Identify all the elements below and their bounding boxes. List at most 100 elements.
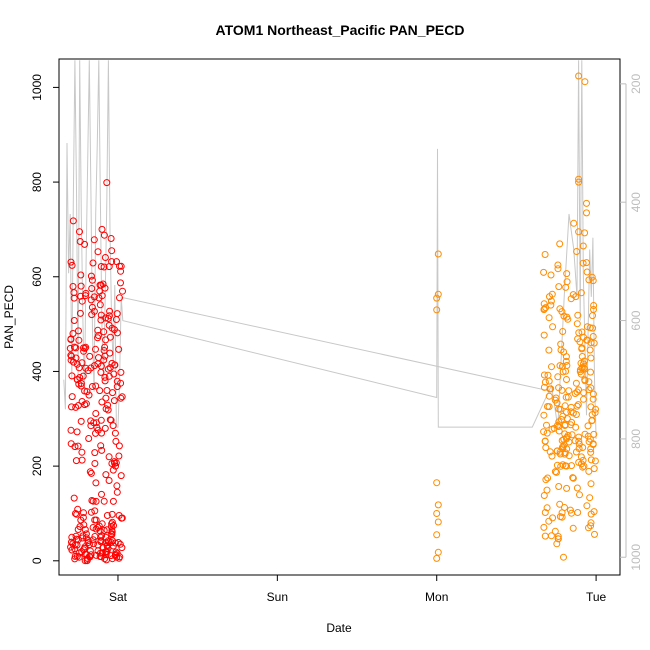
data-point xyxy=(100,231,108,239)
data-point xyxy=(578,328,586,336)
data-point xyxy=(560,553,567,561)
data-point xyxy=(104,537,112,545)
data-point xyxy=(575,175,583,183)
data-point xyxy=(86,547,94,555)
data-point xyxy=(546,293,553,301)
data-point xyxy=(85,435,93,442)
data-point xyxy=(555,483,563,490)
data-point xyxy=(111,429,119,437)
data-point xyxy=(71,343,78,351)
data-point xyxy=(108,258,116,266)
data-point xyxy=(107,416,115,424)
data-point xyxy=(103,387,111,394)
data-point xyxy=(81,526,89,534)
data-point xyxy=(78,548,86,556)
data-point xyxy=(580,389,588,397)
data-point xyxy=(569,524,577,532)
data-point xyxy=(563,270,571,278)
data-point xyxy=(73,428,81,436)
data-point xyxy=(586,346,594,354)
data-point xyxy=(584,422,592,430)
data-point xyxy=(586,324,594,332)
y-tick-label: 1000 xyxy=(30,74,44,101)
data-point xyxy=(78,398,86,405)
data-point xyxy=(94,547,102,555)
data-point xyxy=(111,361,119,369)
data-point xyxy=(548,363,555,371)
data-point xyxy=(83,388,91,396)
data-point xyxy=(557,462,565,470)
data-point xyxy=(565,387,573,395)
data-point xyxy=(92,382,100,390)
data-point xyxy=(101,377,109,385)
data-point xyxy=(103,179,111,187)
data-point xyxy=(580,360,587,368)
data-point xyxy=(568,431,576,439)
data-point xyxy=(557,340,565,348)
data-point xyxy=(74,526,82,533)
data-point xyxy=(105,453,113,461)
data-point xyxy=(69,283,77,290)
data-point xyxy=(574,401,582,409)
data-point xyxy=(564,315,572,323)
x-tick-label: Sun xyxy=(267,590,288,604)
data-point xyxy=(114,539,122,546)
data-point xyxy=(92,345,99,353)
data-point xyxy=(102,471,110,479)
data-point xyxy=(591,530,598,538)
data-point xyxy=(541,509,549,516)
x-tick-label: Sat xyxy=(109,590,128,604)
data-point xyxy=(541,378,549,386)
data-point xyxy=(578,344,586,352)
x-axis-label: Date xyxy=(326,621,352,635)
x-tick-label: Tue xyxy=(586,590,607,604)
data-point xyxy=(72,354,80,362)
secondary-tick-label: 200 xyxy=(629,74,643,94)
data-point xyxy=(563,376,570,383)
data-point xyxy=(543,429,551,437)
data-point xyxy=(100,356,108,364)
data-point xyxy=(106,333,114,341)
data-point xyxy=(565,452,573,460)
data-point xyxy=(575,433,583,441)
data-point xyxy=(548,425,556,433)
y-tick-label: 800 xyxy=(30,172,44,192)
data-point xyxy=(101,373,109,381)
data-point xyxy=(71,552,79,560)
data-point xyxy=(97,362,105,370)
data-point xyxy=(104,545,112,552)
data-point xyxy=(590,339,598,347)
data-point xyxy=(586,435,594,443)
data-point xyxy=(569,291,577,299)
data-point xyxy=(563,408,570,416)
data-point xyxy=(78,448,86,456)
data-point xyxy=(573,248,581,255)
data-point xyxy=(93,424,101,431)
data-point xyxy=(80,521,88,529)
data-point xyxy=(82,289,90,297)
data-point xyxy=(561,421,569,429)
data-point xyxy=(108,518,116,526)
data-point xyxy=(569,474,577,482)
data-point xyxy=(98,446,106,454)
data-point xyxy=(577,289,585,297)
data-point xyxy=(434,518,442,526)
data-point xyxy=(81,344,89,352)
data-point xyxy=(579,463,587,471)
data-point xyxy=(90,540,97,548)
data-point xyxy=(102,394,110,402)
data-point xyxy=(100,497,108,505)
data-point xyxy=(89,524,97,531)
data-point xyxy=(107,552,115,560)
data-point xyxy=(73,510,81,518)
data-point xyxy=(100,263,108,271)
data-point xyxy=(97,442,105,450)
pressure-trace-diagonal xyxy=(122,297,552,392)
data-point xyxy=(103,512,111,519)
data-point xyxy=(589,324,597,332)
data-point xyxy=(101,343,109,351)
data-point xyxy=(434,250,442,258)
data-point xyxy=(94,360,102,368)
axes-layer: 0 200 400 600 800 1000 Sat Sun Mon Tue 200 400 600 80… xyxy=(30,74,643,604)
